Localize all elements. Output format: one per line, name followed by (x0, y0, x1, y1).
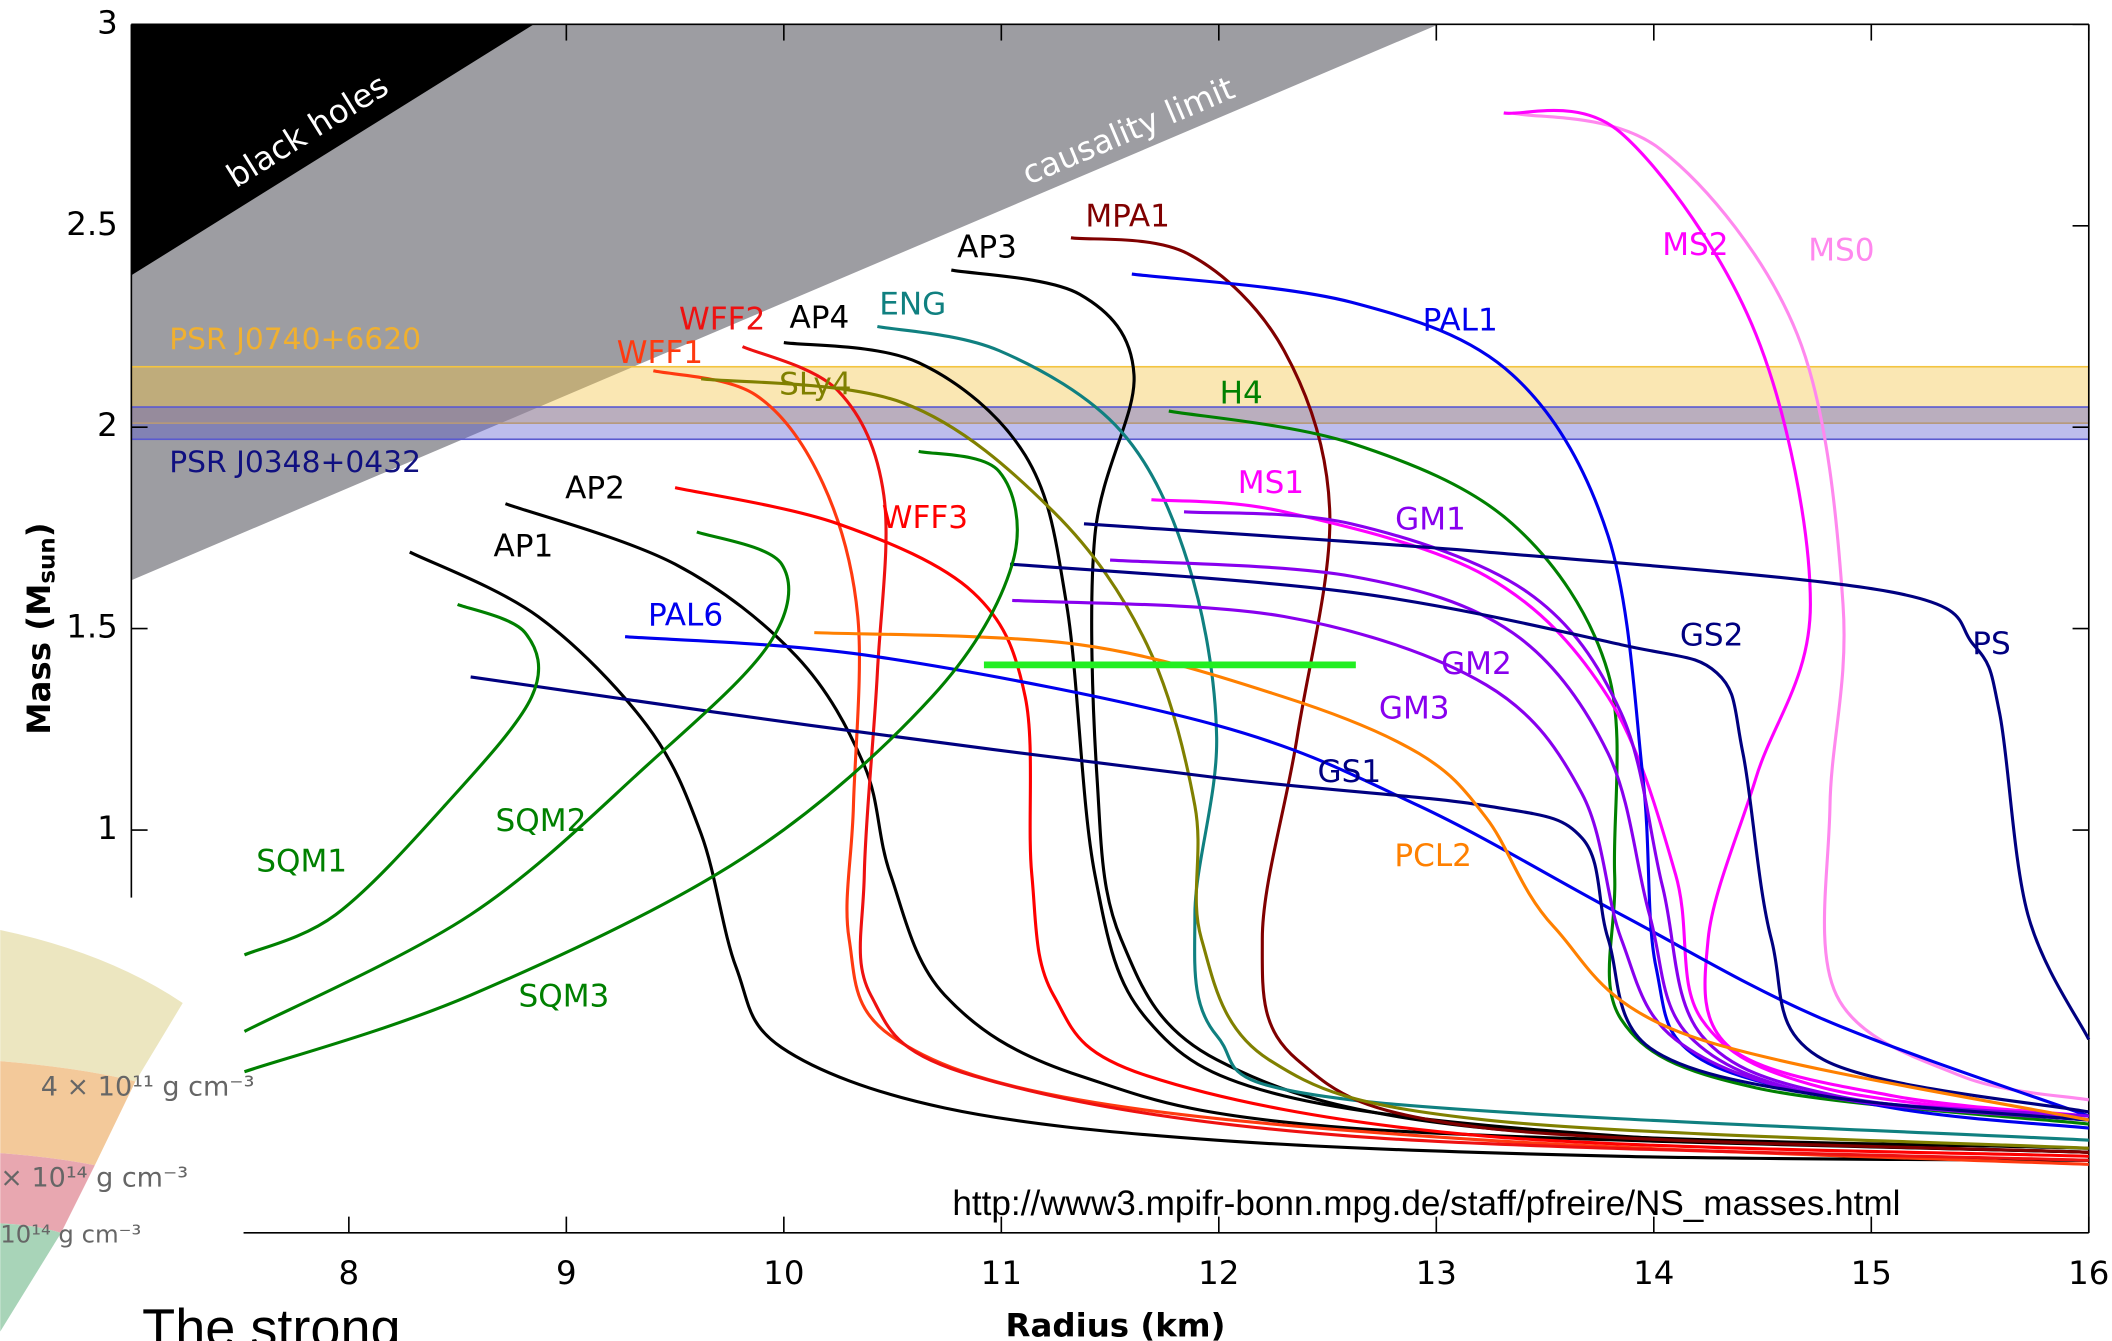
y-axis-label-main: Mass (M (20, 584, 58, 735)
figure-label: × 10¹⁴ g cm⁻³ (0, 1162, 188, 1193)
y-tick-label: 2 (97, 406, 118, 444)
x-tick-label: 8 (339, 1254, 360, 1292)
curve-label: WFF3 (882, 500, 968, 536)
caption-fragment: The strong (142, 1298, 400, 1341)
y-axis-label-end: ) (20, 522, 58, 537)
y-tick-label: 1 (97, 809, 118, 847)
curve-label: AP4 (790, 300, 850, 336)
curve-label: ENG (879, 287, 946, 323)
x-tick-label: 9 (556, 1254, 577, 1292)
x-axis-label: Radius (km) (1006, 1306, 1226, 1341)
curve-label: AP1 (493, 528, 553, 564)
curve-label: MS1 (1238, 465, 1304, 501)
figure-label: 4 × 10¹¹ g cm⁻³ (41, 1072, 255, 1103)
figure-label: 10¹⁴ g cm⁻³ (0, 1220, 141, 1249)
curve-label: GM3 (1379, 691, 1450, 727)
x-tick-label: 14 (1633, 1254, 1674, 1292)
x-tick-label: 10 (763, 1254, 804, 1292)
curve-label: PAL1 (1423, 303, 1498, 339)
curve-label: GM2 (1441, 646, 1512, 682)
curve-label: SQM1 (256, 843, 347, 879)
x-tick-label: 13 (1416, 1254, 1457, 1292)
band-label: PSR J0740+6620 (169, 322, 421, 357)
curve-label: PCL2 (1394, 838, 1472, 874)
curve-label: PAL6 (648, 597, 723, 633)
curve-label: GM1 (1395, 501, 1466, 537)
y-tick-label: 2.5 (66, 205, 118, 243)
mass-band (131, 407, 2088, 439)
curve-label: SQM2 (496, 803, 587, 839)
curve-label: AP3 (957, 230, 1017, 266)
curve-label: WFF1 (617, 335, 703, 371)
curve-label: GS2 (1680, 618, 1744, 654)
curve-label: MS0 (1808, 232, 1874, 268)
x-tick-label: 16 (2068, 1254, 2109, 1292)
curve-label: MS2 (1662, 227, 1728, 263)
y-axis-label-sub: sun (34, 537, 60, 583)
curve-label: GS1 (1318, 754, 1382, 790)
curve-label: H4 (1220, 376, 1263, 412)
curve-label: WFF2 (679, 301, 765, 337)
page: causality limitblack holes PSR J0740+662… (0, 0, 2112, 1341)
source-url: http://www3.mpifr-bonn.mpg.de/staff/pfre… (952, 1184, 1900, 1223)
band-label: PSR J0348+0432 (169, 445, 421, 480)
curve-label: PS (1972, 626, 2010, 662)
x-tick-label: 11 (981, 1254, 1022, 1292)
curve-label: AP2 (565, 470, 625, 506)
chart: causality limitblack holes PSR J0740+662… (0, 0, 2112, 1341)
curve-label: SLy4 (779, 366, 851, 402)
y-tick-label: 1.5 (66, 608, 118, 646)
x-tick-label: 12 (1198, 1254, 1239, 1292)
curve-label: SQM3 (519, 979, 610, 1015)
y-tick-label: 3 (97, 3, 118, 41)
curve-label: MPA1 (1085, 199, 1170, 235)
x-tick-label: 15 (1851, 1254, 1892, 1292)
